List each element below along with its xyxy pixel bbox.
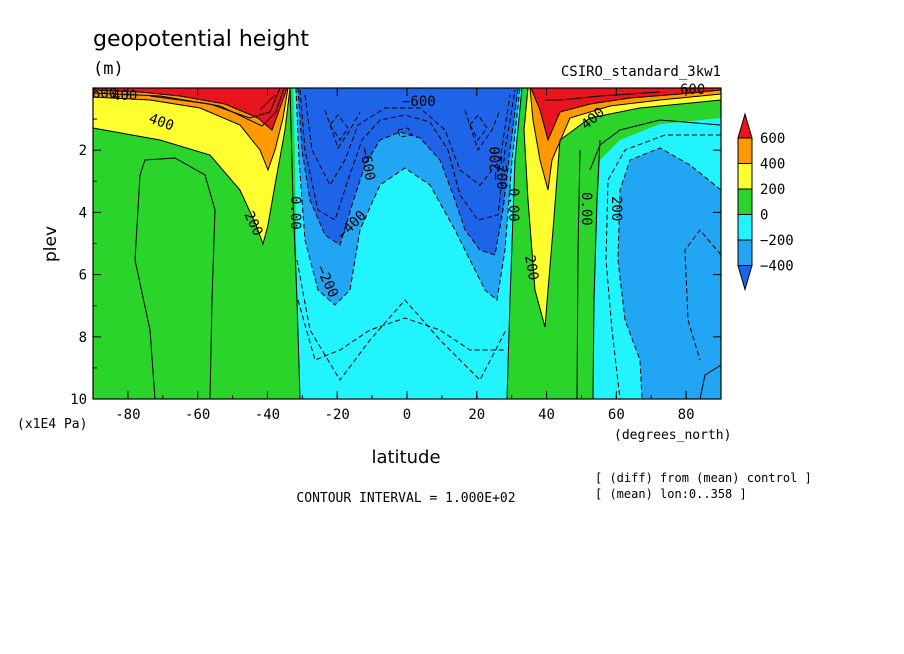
colorbar-swatch (737, 188, 753, 215)
colorbar-swatch (737, 239, 753, 266)
y-tick-label: 8 (79, 330, 87, 346)
contour-label: 0.00 (505, 188, 521, 222)
chart-units: (m) (93, 59, 124, 79)
model-name: CSIRO_standard_3kw1 (561, 64, 721, 80)
field-nh-400 (530, 88, 721, 190)
x-tick-label: 0 (403, 407, 411, 423)
contour-label: 0.00 (578, 192, 594, 226)
colorbar-swatch (737, 137, 753, 164)
contour-label: −200 (493, 156, 509, 190)
field-sh-200 (93, 88, 290, 244)
colorbar-swatch (737, 214, 753, 241)
y-tick-label: 6 (79, 268, 87, 284)
y-axis-label: plev (41, 226, 61, 262)
contour-label: 600 (680, 82, 705, 98)
x-tick-label: -60 (185, 407, 210, 423)
field-trop-m600 (298, 88, 518, 255)
field-nh-m400 (618, 148, 721, 399)
contour-label: −600 (402, 94, 436, 110)
x-tick-label: -40 (255, 407, 280, 423)
contour-label: 0.00 (287, 196, 303, 230)
x-axis: -80 -60 -40 -20 0 20 40 60 80 (92, 88, 722, 423)
x-tick-label: 80 (678, 407, 695, 423)
colorbar: 600 400 200 0 −200 −400 (737, 112, 794, 292)
contour-label: −200 (488, 146, 504, 180)
contour-interval: CONTOUR INTERVAL = 1.000E+02 (296, 491, 515, 506)
contour-label: 400 (112, 88, 137, 104)
x-tick-label: 60 (608, 407, 625, 423)
y-axis: 2 4 6 8 10 (70, 118, 721, 408)
field-nh-600 (531, 88, 721, 140)
negative-contours (295, 88, 721, 399)
y-units: (x1E4 Pa) (17, 417, 87, 432)
note-diff: [ (diff) from (mean) control ] (595, 471, 812, 485)
colorbar-label: 0 (760, 208, 768, 224)
colorbar-label: −200 (760, 233, 794, 249)
contour-field (93, 88, 721, 399)
x-tick-label: -20 (325, 407, 350, 423)
positive-contours (93, 88, 721, 399)
y-tick-label: 4 (79, 205, 87, 221)
x-tick-label: 20 (468, 407, 485, 423)
contour-label: 200 (608, 196, 624, 221)
note-mean: [ (mean) lon:0..358 ] (595, 487, 747, 501)
x-tick-label: -80 (115, 407, 140, 423)
colorbar-swatch (737, 163, 753, 190)
contour-label: 200 (521, 254, 541, 282)
colorbar-label: 400 (760, 157, 785, 173)
colorbar-label: 600 (760, 131, 785, 147)
chart-title: geopotential height (93, 27, 309, 52)
x-axis-label: latitude (371, 447, 440, 468)
colorbar-label: −400 (760, 259, 794, 275)
colorbar-bottom-arrow (737, 265, 753, 292)
y-tick-label: 2 (79, 143, 87, 159)
y-tick-label: 10 (70, 392, 87, 408)
x-units: (degrees_north) (614, 428, 731, 443)
field-sh-600 (93, 88, 287, 130)
x-tick-label: 40 (538, 407, 555, 423)
contour-label: 600 (92, 86, 117, 102)
contour-label: −600 (356, 146, 378, 182)
colorbar-top-arrow (737, 112, 753, 139)
colorbar-label: 200 (760, 182, 785, 198)
